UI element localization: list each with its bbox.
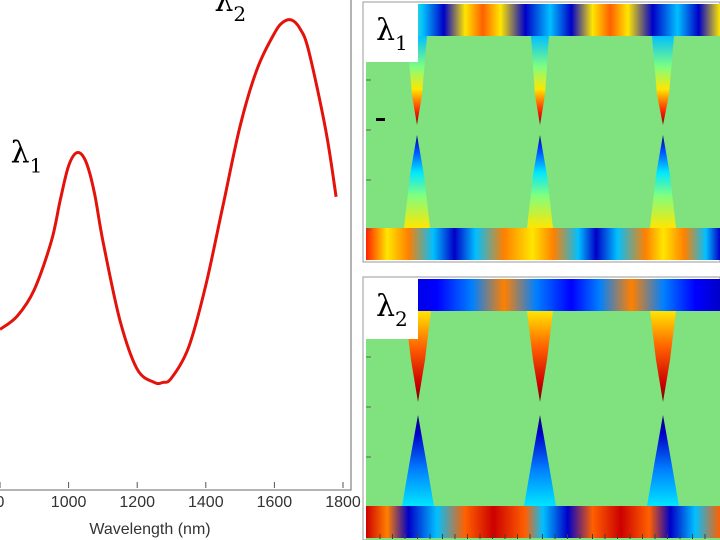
down-spike-2c [650,311,676,402]
top-strip-2 [366,279,720,311]
x-tick-label: 1600 [257,494,293,511]
down-spike-2b [527,311,553,402]
up-spike-1b [527,135,553,228]
label-lambda2-sub: 2 [395,307,408,331]
spectrum-chart: 0 1000 1200 1400 1600 1800 Wavelength (nm) λ1… [0,0,361,538]
x-tick-marks [0,482,344,488]
plot-frame [0,0,352,491]
up-spike-1c [650,135,676,228]
peak-label-2: λ2 [214,0,246,26]
spectrum-curve [0,18,338,386]
up-spike-1a [404,135,430,228]
x-tick-label: 1800 [325,494,361,511]
up-spike-2c [647,415,679,506]
field-map-lambda1: λ1 [362,1,720,263]
bottom-strip-1 [366,228,720,260]
bottom-ticks-2 [379,534,706,539]
label-lambda2: λ2 [376,289,408,331]
bottom-strip-2 [366,506,720,538]
x-axis-title: Wavelength (nm) [89,521,210,538]
up-spike-2b [524,415,556,506]
up-spike-2a [402,415,434,506]
field-map-lambda2: λ2 [362,276,720,540]
peak-annotations: λ1 λ2 [11,0,247,178]
label-lambda1: λ1 [376,13,408,55]
top-strip-1 [366,4,720,36]
peak-label-1: λ1 [11,136,43,178]
label-box-lambda1 [366,4,418,62]
x-tick-label: 1200 [119,494,155,511]
label-lambda2-symbol: λ [376,289,395,324]
x-tick-labels: 0 1000 1200 1400 1600 1800 [0,494,361,511]
label-lambda1-symbol: λ [376,13,395,48]
down-spike-1c [652,36,674,125]
label-box-lambda2 [366,279,418,339]
x-tick-label: 1000 [51,494,87,511]
down-spike-1b [531,36,549,125]
x-tick-label: 0 [0,494,5,511]
small-dash-mark [376,118,385,121]
x-tick-label: 1400 [188,494,224,511]
side-ticks-1 [366,79,371,231]
side-ticks-2 [366,356,371,458]
label-lambda1-sub: 1 [395,31,408,55]
